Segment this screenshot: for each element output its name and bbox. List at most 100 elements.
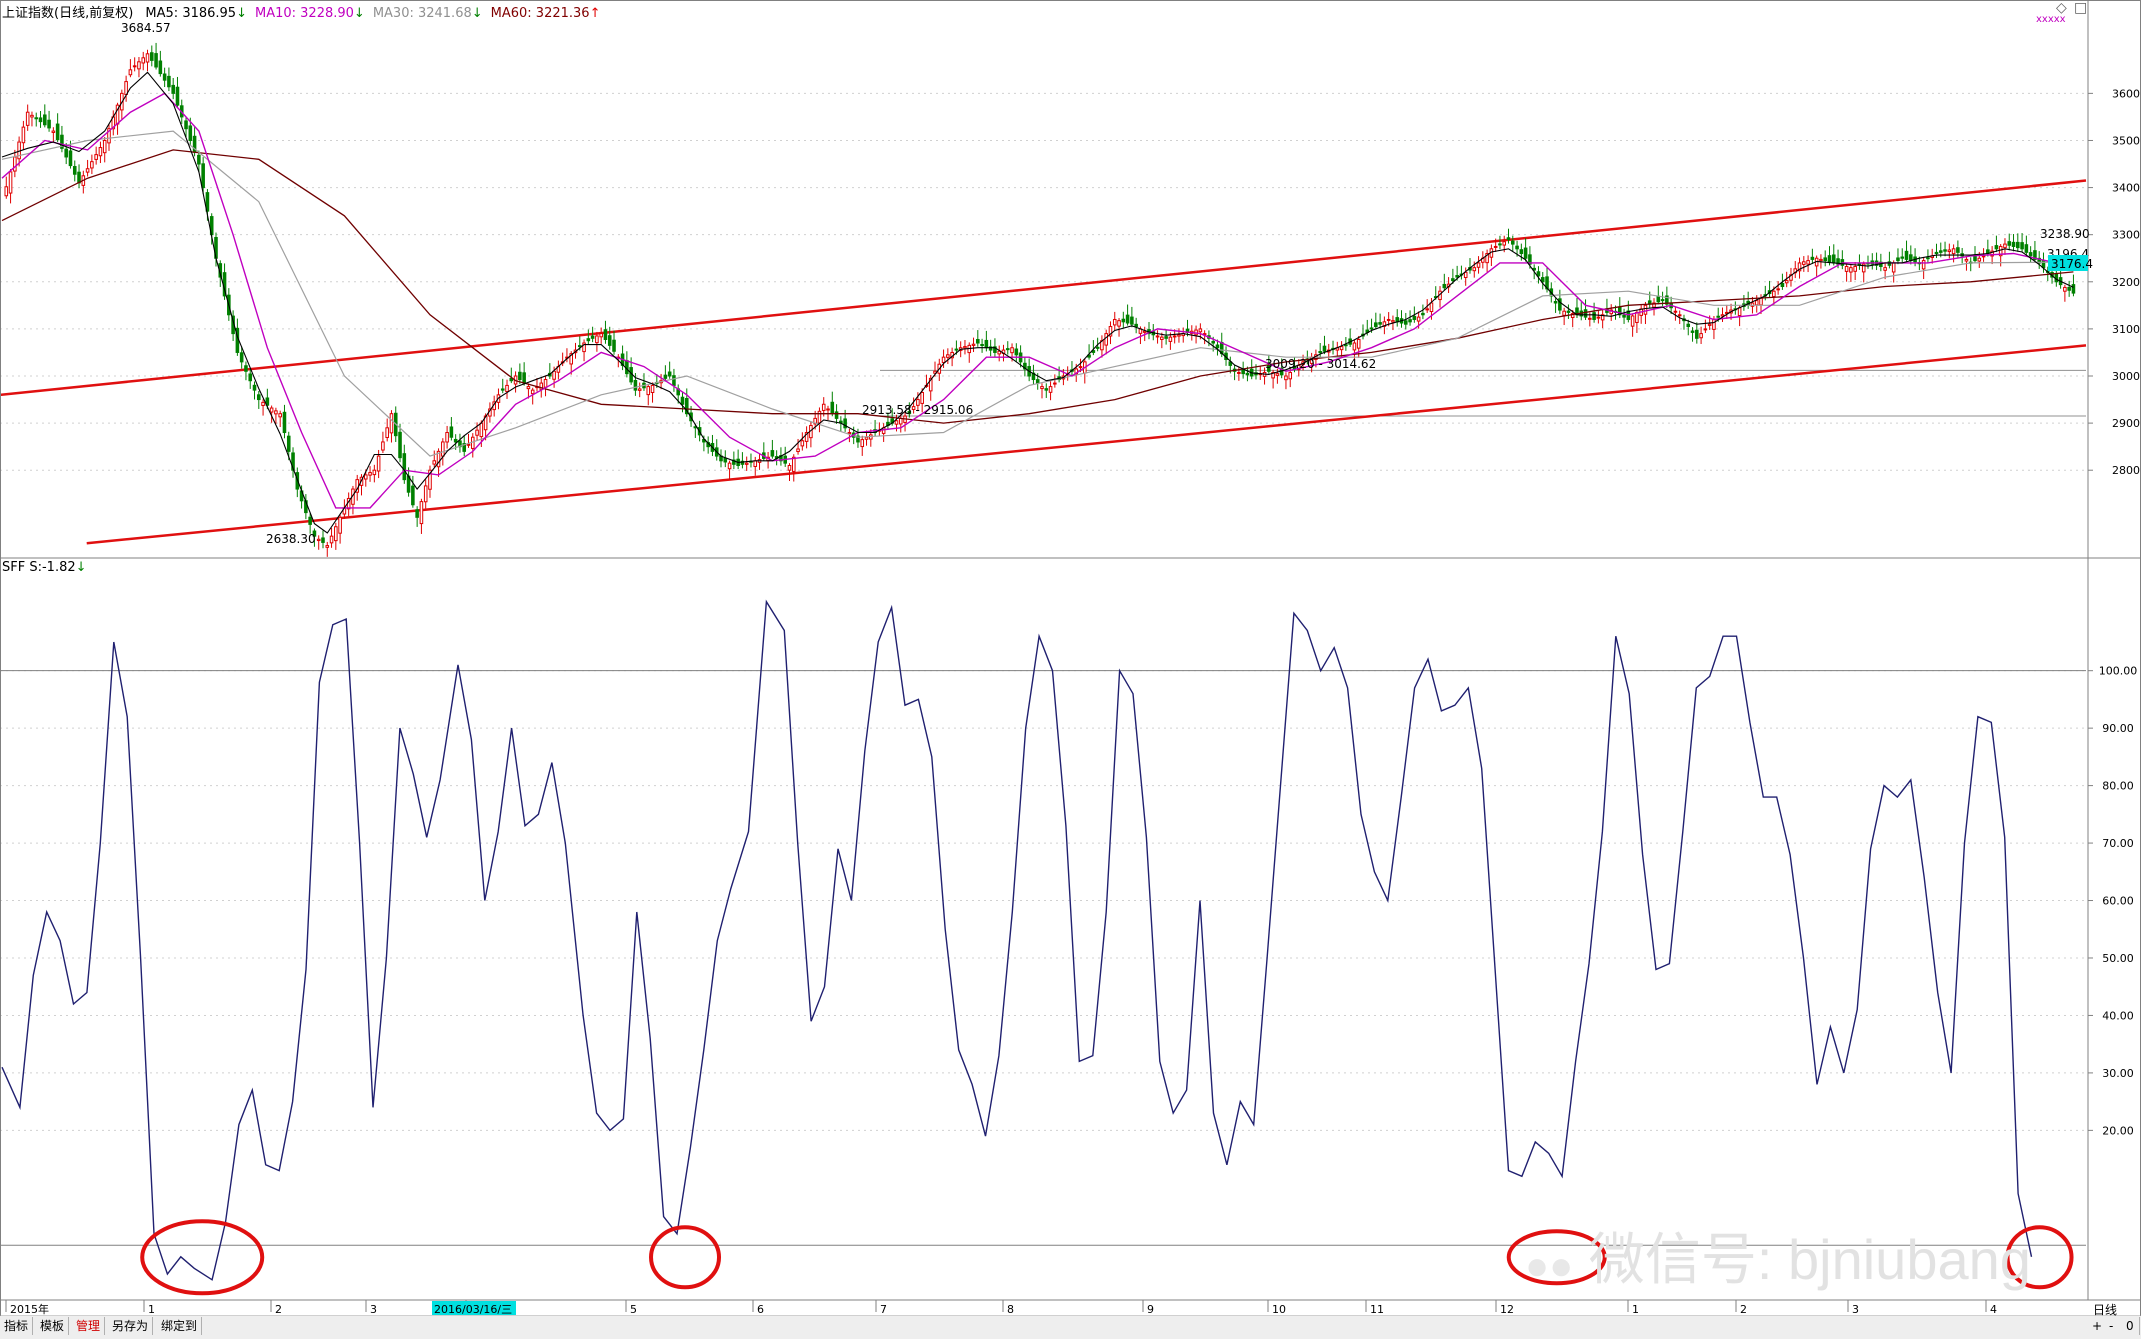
candle-body bbox=[1172, 335, 1177, 338]
candle-body bbox=[1643, 304, 1648, 315]
candle-body bbox=[1943, 249, 1947, 252]
candle-body bbox=[1630, 315, 1635, 327]
candle-body bbox=[363, 474, 368, 480]
ma-indicator: MA5: 3186.95↓ bbox=[145, 6, 247, 21]
toolbar-button[interactable]: 模板 bbox=[36, 1317, 70, 1335]
candle-body bbox=[1660, 299, 1665, 302]
candle-body bbox=[1707, 323, 1712, 326]
y-tick-label: 3000 bbox=[2112, 370, 2140, 383]
candle-body bbox=[1956, 247, 1960, 253]
candle-body bbox=[2033, 250, 2037, 260]
candle-body bbox=[770, 450, 775, 457]
zoom-control-1[interactable]: - bbox=[2105, 1317, 2123, 1335]
candle-body bbox=[612, 339, 616, 352]
candle-body bbox=[1712, 318, 1716, 330]
osc-y-tick-label: 90.00 bbox=[2102, 722, 2134, 735]
candle-body bbox=[132, 65, 137, 68]
candle-body bbox=[740, 460, 745, 465]
candle-body bbox=[1819, 258, 1823, 262]
ma-indicator: MA30: 3241.68↓ bbox=[372, 6, 483, 21]
candle-body bbox=[505, 384, 509, 393]
candle-body bbox=[1035, 379, 1040, 384]
candle-body bbox=[1528, 254, 1532, 265]
candle-body bbox=[2041, 260, 2046, 269]
candle-body bbox=[595, 335, 599, 344]
candle-body bbox=[1827, 255, 1832, 263]
zoom-control-0[interactable]: + bbox=[2088, 1317, 2106, 1335]
candle-body bbox=[372, 469, 377, 476]
candle-body bbox=[248, 373, 253, 382]
candle-body bbox=[2028, 252, 2033, 257]
candle-body bbox=[1451, 278, 1455, 282]
candle-body bbox=[1198, 328, 1203, 333]
candle-body bbox=[1776, 288, 1780, 291]
candle-body bbox=[834, 411, 839, 419]
candle-body bbox=[1271, 371, 1275, 379]
candle-body bbox=[864, 436, 869, 440]
osc-y-tick-label: 80.00 bbox=[2102, 780, 2134, 793]
price-tag: 3176.4 bbox=[2051, 257, 2093, 271]
candle-body bbox=[128, 69, 133, 76]
candle-body bbox=[38, 117, 43, 123]
candle-body bbox=[907, 411, 912, 415]
candle-body bbox=[1536, 271, 1541, 277]
candle-body bbox=[325, 545, 330, 548]
toolbar-button[interactable]: 绑定到 bbox=[157, 1317, 203, 1335]
candle-body bbox=[475, 429, 479, 436]
candle-body bbox=[1904, 250, 1909, 260]
candle-body bbox=[1048, 386, 1053, 393]
candle-body bbox=[1703, 328, 1708, 331]
candle-body bbox=[1789, 274, 1793, 281]
candle-body bbox=[2020, 242, 2024, 250]
toolbar-button[interactable]: 另存为 bbox=[108, 1317, 154, 1335]
candle-body bbox=[1635, 311, 1639, 323]
candle-body bbox=[980, 343, 984, 346]
diamond-icon[interactable]: ◇ bbox=[2056, 0, 2067, 16]
candle-body bbox=[389, 413, 394, 434]
zoom-control-2[interactable]: 0 bbox=[2122, 1317, 2140, 1335]
candle-body bbox=[1211, 341, 1215, 344]
candle-body bbox=[2016, 241, 2020, 249]
candle-body bbox=[1900, 256, 1905, 259]
candle-body bbox=[1656, 295, 1661, 303]
candle-body bbox=[1588, 317, 1592, 320]
candle-body bbox=[1155, 335, 1160, 338]
collapse-icon[interactable]: □ bbox=[2074, 0, 2088, 16]
candle-body bbox=[1403, 320, 1408, 325]
candle-body bbox=[90, 161, 94, 169]
candle-body bbox=[603, 329, 608, 340]
candle-body bbox=[402, 453, 407, 481]
candle-body bbox=[376, 455, 381, 472]
osc-y-tick-label: 100.00 bbox=[2099, 665, 2138, 678]
sff-value: -1.82 bbox=[41, 560, 76, 575]
candle-body bbox=[269, 407, 274, 413]
candle-body bbox=[278, 413, 282, 418]
candle-body bbox=[13, 156, 17, 172]
candle-body bbox=[684, 397, 689, 415]
candle-body bbox=[1442, 283, 1447, 289]
candle-body bbox=[1267, 365, 1271, 372]
candle-body bbox=[64, 148, 68, 158]
candle-body bbox=[1160, 336, 1164, 340]
candle-body bbox=[637, 388, 642, 391]
toolbar-button[interactable]: 管理 bbox=[72, 1317, 106, 1335]
candle-body bbox=[312, 530, 317, 537]
candle-body bbox=[530, 389, 535, 395]
candle-body bbox=[1352, 342, 1357, 351]
candle-body bbox=[466, 443, 471, 446]
y-tick-label: 3600 bbox=[2112, 87, 2140, 100]
osc-y-tick-label: 40.00 bbox=[2102, 1009, 2134, 1022]
period-label: 日线 bbox=[2093, 1303, 2118, 1317]
candle-body bbox=[543, 379, 548, 388]
candle-body bbox=[72, 166, 77, 175]
candle-body bbox=[582, 342, 586, 353]
candle-body bbox=[1566, 310, 1571, 313]
sff-arrow: ↓ bbox=[75, 560, 87, 575]
candle-body bbox=[1977, 257, 1982, 262]
candle-body bbox=[1998, 245, 2003, 257]
candle-body bbox=[1780, 282, 1785, 288]
candle-body bbox=[261, 401, 265, 406]
toolbar-button[interactable]: 指标 bbox=[0, 1317, 34, 1335]
candle-body bbox=[1797, 262, 1802, 272]
